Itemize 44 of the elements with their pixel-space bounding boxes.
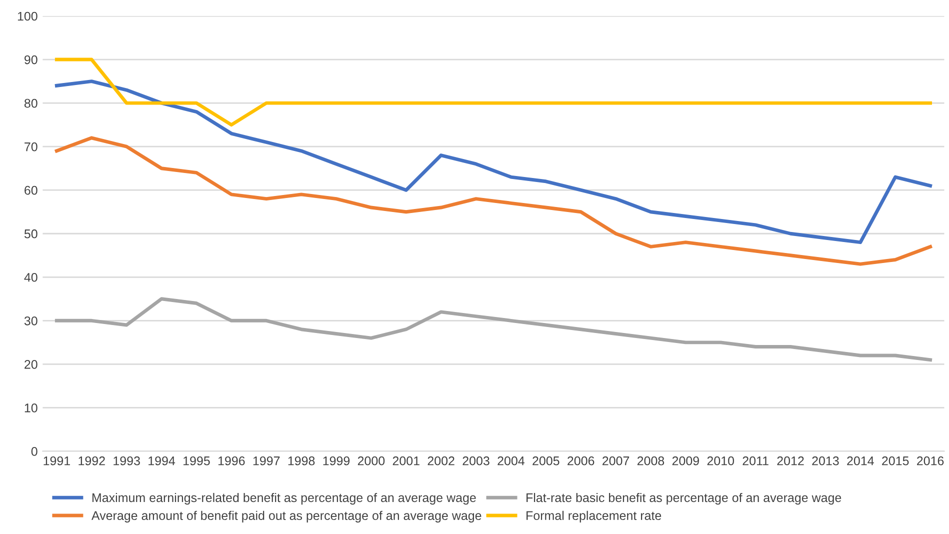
x-tick-label: 2000 bbox=[358, 456, 385, 466]
x-tick-label: 2004 bbox=[498, 456, 524, 466]
legend-label: Formal replacement rate bbox=[526, 510, 662, 522]
x-tick-label: 1998 bbox=[288, 456, 315, 466]
x-tick-label: 2003 bbox=[462, 456, 490, 466]
x-tick-label: 2001 bbox=[392, 456, 420, 466]
x-tick-label: 2002 bbox=[428, 456, 454, 466]
y-tick-label: 60 bbox=[24, 186, 38, 195]
x-tick-label: 2016 bbox=[917, 456, 944, 466]
y-tick-label: 100 bbox=[18, 12, 38, 21]
x-tick-label: 1996 bbox=[218, 456, 245, 466]
x-tick-label: 2007 bbox=[602, 456, 630, 466]
x-tick-label: 1991 bbox=[44, 456, 70, 466]
legend-label: Maximum earnings-related benefit as percentage of an average wage bbox=[92, 492, 476, 505]
y-tick-label: 20 bbox=[24, 360, 38, 369]
x-tick-label: 2012 bbox=[777, 456, 804, 466]
x-tick-label: 2015 bbox=[882, 456, 909, 466]
y-tick-label: 70 bbox=[24, 142, 38, 152]
y-tick-label: 10 bbox=[24, 404, 38, 412]
x-tick-label: 2006 bbox=[568, 456, 594, 466]
y-tick-label: 90 bbox=[24, 55, 38, 64]
x-tick-label: 2014 bbox=[847, 456, 874, 466]
y-tick-label: 40 bbox=[24, 272, 38, 282]
x-tick-label: 2013 bbox=[812, 456, 839, 466]
x-tick-label: 2010 bbox=[707, 456, 734, 466]
legend-label: Flat-rate basic benefit as percentage of an average wage bbox=[526, 492, 842, 505]
y-tick-label: 30 bbox=[24, 316, 38, 326]
x-tick-label: 2009 bbox=[672, 456, 699, 466]
legend-label: Average amount of benefit paid out as percentage of an average wage bbox=[91, 510, 482, 522]
x-tick-label: 1993 bbox=[114, 456, 140, 466]
line-series bbox=[54, 297, 932, 362]
y-tick-label: 80 bbox=[24, 98, 38, 108]
x-tick-label: 1992 bbox=[78, 456, 105, 466]
x-tick-label: 1995 bbox=[184, 456, 210, 466]
x-tick-label: 1999 bbox=[323, 456, 350, 466]
x-tick-label: 2008 bbox=[637, 456, 664, 466]
y-tick-label: 0 bbox=[31, 447, 38, 456]
line-series bbox=[54, 136, 932, 266]
x-tick-label: 1997 bbox=[253, 456, 280, 466]
x-tick-label: 2005 bbox=[532, 456, 560, 466]
y-tick-label: 50 bbox=[24, 229, 38, 238]
line-series bbox=[54, 80, 932, 244]
x-tick-label: 1994 bbox=[148, 456, 176, 466]
x-tick-label: 2011 bbox=[742, 456, 768, 466]
